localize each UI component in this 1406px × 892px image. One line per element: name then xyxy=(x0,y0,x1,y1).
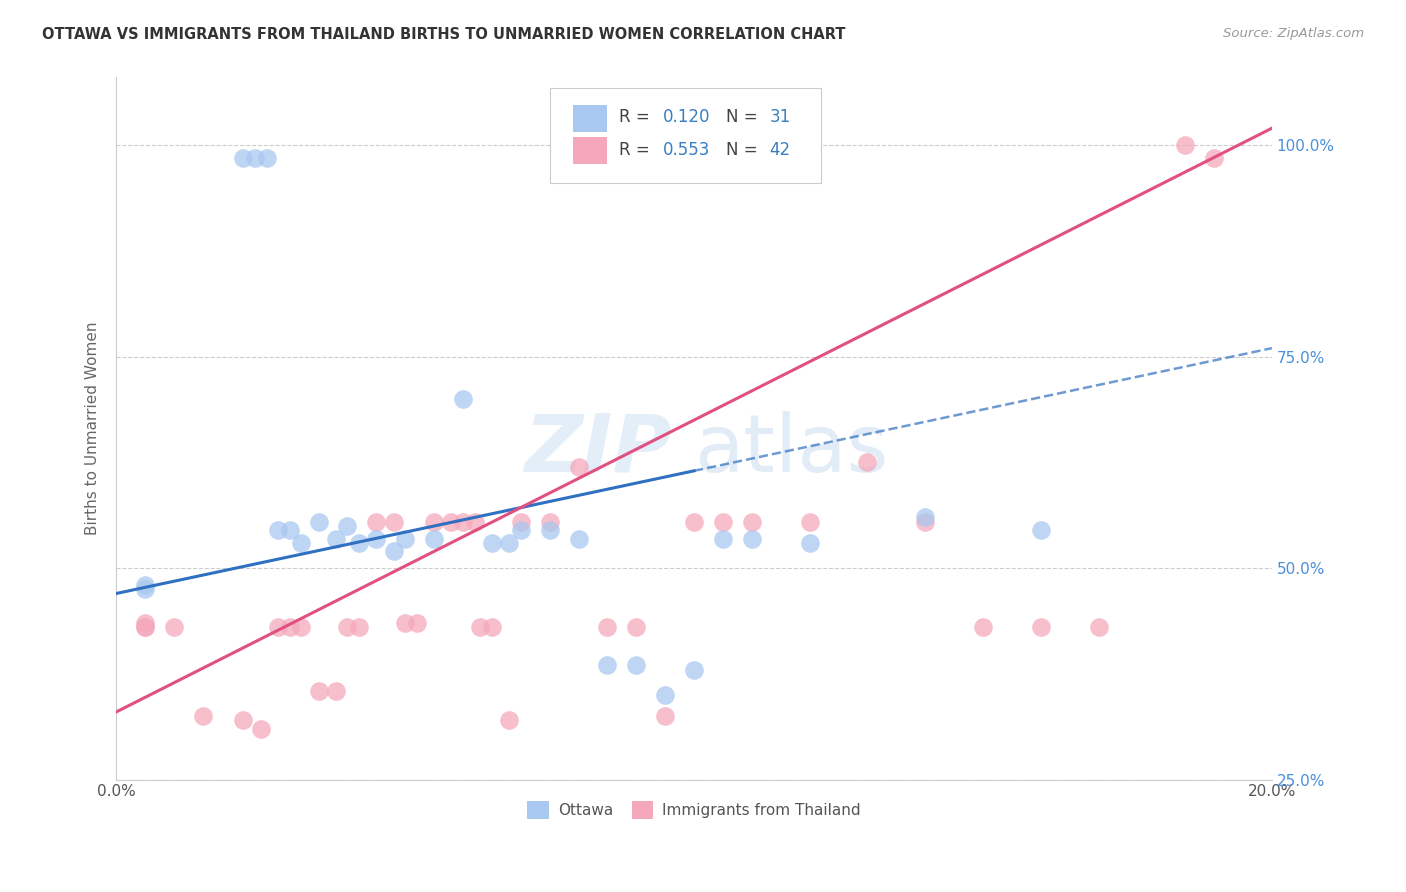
Point xyxy=(382,515,405,529)
Point xyxy=(626,620,648,634)
Point xyxy=(232,714,254,728)
Point xyxy=(470,620,492,634)
Point xyxy=(799,515,821,529)
Point xyxy=(567,532,589,546)
Point xyxy=(509,523,531,537)
FancyBboxPatch shape xyxy=(572,105,607,131)
Point xyxy=(596,658,619,673)
Point xyxy=(325,683,347,698)
Point xyxy=(596,620,619,634)
Point xyxy=(654,688,676,702)
Text: atlas: atlas xyxy=(695,410,889,489)
Point xyxy=(451,515,474,529)
Point xyxy=(856,455,879,469)
Point xyxy=(336,620,359,634)
FancyBboxPatch shape xyxy=(550,88,821,183)
Point xyxy=(481,535,503,549)
Point xyxy=(1204,151,1226,165)
Point xyxy=(741,515,763,529)
Text: 42: 42 xyxy=(769,141,790,159)
Point xyxy=(423,532,446,546)
Point xyxy=(366,532,388,546)
Text: N =: N = xyxy=(727,141,763,159)
Text: 0.120: 0.120 xyxy=(662,109,710,127)
Point xyxy=(741,532,763,546)
Point xyxy=(1029,620,1052,634)
Point xyxy=(538,515,561,529)
Point xyxy=(538,523,561,537)
Point xyxy=(336,518,359,533)
Point xyxy=(308,683,330,698)
Point xyxy=(711,532,734,546)
Point xyxy=(394,532,416,546)
Point xyxy=(134,582,156,597)
Point xyxy=(163,620,186,634)
Point xyxy=(134,578,156,592)
Point xyxy=(1087,620,1109,634)
Text: 0.553: 0.553 xyxy=(662,141,710,159)
Point xyxy=(308,515,330,529)
Point xyxy=(481,620,503,634)
Point xyxy=(382,544,405,558)
Point xyxy=(463,515,485,529)
Point xyxy=(683,515,706,529)
Point xyxy=(134,620,156,634)
Text: 31: 31 xyxy=(769,109,790,127)
Legend: Ottawa, Immigrants from Thailand: Ottawa, Immigrants from Thailand xyxy=(522,795,868,824)
Point xyxy=(366,515,388,529)
Point xyxy=(278,620,301,634)
Point xyxy=(498,714,520,728)
Text: OTTAWA VS IMMIGRANTS FROM THAILAND BIRTHS TO UNMARRIED WOMEN CORRELATION CHART: OTTAWA VS IMMIGRANTS FROM THAILAND BIRTH… xyxy=(42,27,845,42)
Point xyxy=(711,515,734,529)
Point xyxy=(267,620,290,634)
Point xyxy=(267,523,290,537)
Point xyxy=(325,532,347,546)
Point xyxy=(256,151,278,165)
Point xyxy=(683,663,706,677)
Point xyxy=(509,515,531,529)
Point xyxy=(347,535,370,549)
Y-axis label: Births to Unmarried Women: Births to Unmarried Women xyxy=(86,322,100,535)
Point xyxy=(405,616,427,631)
Point xyxy=(567,459,589,474)
Point xyxy=(278,523,301,537)
Point xyxy=(626,658,648,673)
Point xyxy=(249,722,271,736)
Point xyxy=(243,151,266,165)
Point xyxy=(191,709,214,723)
Point xyxy=(799,535,821,549)
Point xyxy=(347,620,370,634)
Point xyxy=(423,515,446,529)
Point xyxy=(914,515,936,529)
Point xyxy=(451,392,474,406)
Point xyxy=(394,616,416,631)
Point xyxy=(134,620,156,634)
Point xyxy=(1174,138,1197,153)
Text: N =: N = xyxy=(727,109,763,127)
Text: R =: R = xyxy=(619,141,655,159)
Point xyxy=(914,510,936,524)
Point xyxy=(498,535,520,549)
FancyBboxPatch shape xyxy=(572,137,607,164)
Text: Source: ZipAtlas.com: Source: ZipAtlas.com xyxy=(1223,27,1364,40)
Text: R =: R = xyxy=(619,109,655,127)
Point xyxy=(134,616,156,631)
Point xyxy=(232,151,254,165)
Point xyxy=(1029,523,1052,537)
Point xyxy=(440,515,463,529)
Point xyxy=(290,535,312,549)
Point xyxy=(290,620,312,634)
Point xyxy=(654,709,676,723)
Point xyxy=(972,620,994,634)
Text: ZIP: ZIP xyxy=(523,410,671,489)
